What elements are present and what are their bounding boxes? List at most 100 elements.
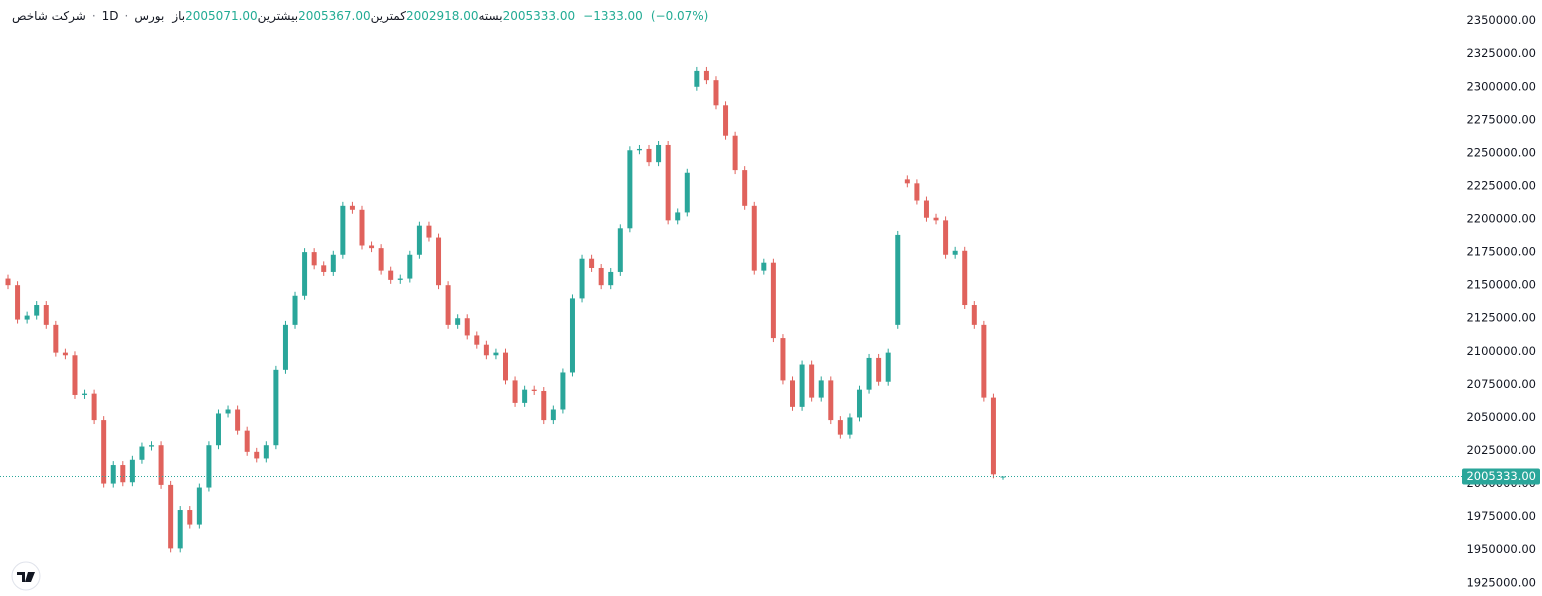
logo-mark bbox=[17, 572, 35, 582]
candle-body bbox=[5, 278, 11, 286]
candle-body bbox=[187, 510, 193, 525]
y-tick-label: 2350000.00 bbox=[1466, 13, 1536, 27]
candle-body bbox=[292, 295, 298, 325]
candle-body bbox=[282, 324, 288, 370]
candle-body bbox=[751, 205, 757, 271]
y-tick-label: 1950000.00 bbox=[1466, 542, 1536, 556]
candle-body bbox=[158, 445, 164, 485]
candle-body bbox=[512, 380, 518, 403]
y-tick-label: 2250000.00 bbox=[1466, 145, 1536, 159]
candle-body bbox=[72, 355, 78, 395]
candle-body bbox=[43, 305, 49, 325]
candle-body bbox=[244, 430, 250, 452]
candle-body bbox=[120, 465, 126, 483]
logo-circle bbox=[11, 561, 41, 591]
candle-body bbox=[589, 258, 595, 268]
candle-body bbox=[923, 200, 929, 218]
y-tick-label: 1975000.00 bbox=[1466, 509, 1536, 523]
candle-body bbox=[493, 352, 499, 356]
candle-body bbox=[416, 225, 422, 255]
candle-body bbox=[770, 262, 776, 339]
candle-body bbox=[895, 234, 901, 325]
candle-body bbox=[646, 148, 652, 163]
candle-body bbox=[359, 209, 365, 246]
close-label: بسته bbox=[478, 9, 503, 23]
open-label: باز bbox=[172, 9, 186, 23]
candle-body bbox=[62, 352, 68, 356]
candle-body bbox=[321, 265, 327, 272]
open-value: 2005071.00 bbox=[185, 9, 258, 23]
candle-body bbox=[550, 409, 556, 421]
candle-body bbox=[388, 270, 394, 280]
candle-body bbox=[455, 318, 461, 325]
candle-body bbox=[665, 144, 671, 221]
candle-body bbox=[474, 335, 480, 345]
candle-body bbox=[397, 278, 403, 280]
candle-body bbox=[149, 445, 155, 447]
close-value: 2005333.00 bbox=[502, 9, 576, 23]
candle-body bbox=[981, 324, 987, 398]
candle-body bbox=[780, 338, 786, 381]
candle-body bbox=[483, 344, 489, 356]
candle-body bbox=[971, 305, 977, 325]
candle-body bbox=[713, 80, 719, 106]
candle-body bbox=[569, 298, 575, 373]
change-percent: (−0.07%) bbox=[650, 9, 709, 23]
separator: · bbox=[124, 9, 129, 23]
candle-body bbox=[694, 70, 700, 87]
candle-body bbox=[464, 318, 470, 336]
candle-body bbox=[962, 250, 968, 306]
candle-body bbox=[684, 172, 690, 213]
candle-body bbox=[608, 271, 614, 286]
y-tick-label: 2200000.00 bbox=[1466, 212, 1536, 226]
candle-body bbox=[990, 397, 996, 475]
candle-body bbox=[742, 170, 748, 206]
candle-body bbox=[904, 179, 910, 184]
candle-body bbox=[837, 420, 843, 435]
separator: · bbox=[91, 9, 96, 23]
candle-body bbox=[522, 389, 528, 403]
high-value: 2005367.00 bbox=[298, 9, 371, 23]
candle-body bbox=[828, 380, 834, 421]
candle-body bbox=[129, 459, 135, 483]
y-tick-label: 2075000.00 bbox=[1466, 377, 1536, 391]
candle-body bbox=[914, 183, 920, 201]
candle-body bbox=[541, 390, 547, 421]
candle-body bbox=[273, 369, 279, 446]
y-tick-label: 2100000.00 bbox=[1466, 344, 1536, 358]
candle-body bbox=[818, 380, 824, 398]
y-tick-label: 2125000.00 bbox=[1466, 311, 1536, 325]
candle-body bbox=[215, 413, 221, 446]
candle-body bbox=[445, 285, 451, 325]
candle-body bbox=[15, 285, 21, 320]
y-tick-label: 1925000.00 bbox=[1466, 575, 1536, 589]
candle-body bbox=[101, 420, 107, 484]
candle-body bbox=[799, 364, 805, 407]
interval[interactable]: 1D bbox=[101, 9, 119, 23]
tv-logo[interactable] bbox=[11, 561, 41, 591]
legend-header: شرکت شاخص · 1D · بورس باز 2005071.00 بیش… bbox=[12, 9, 708, 23]
candle-body bbox=[579, 258, 585, 299]
candle-body bbox=[225, 409, 231, 414]
low-value: 2002918.00 bbox=[405, 9, 479, 23]
candle-body bbox=[627, 150, 633, 229]
candle-body bbox=[110, 465, 116, 484]
y-tick-label: 2225000.00 bbox=[1466, 178, 1536, 192]
candle-body bbox=[168, 484, 174, 549]
y-tick-label: 2325000.00 bbox=[1466, 46, 1536, 60]
candle-body bbox=[436, 237, 442, 286]
candle-body bbox=[311, 252, 317, 266]
candle-body bbox=[91, 393, 97, 421]
candle-body bbox=[675, 212, 681, 221]
candle-body bbox=[426, 225, 432, 238]
candle-body bbox=[617, 228, 623, 272]
change: −1333.00 bbox=[583, 9, 643, 23]
candle-body bbox=[560, 372, 566, 410]
candle-body bbox=[790, 380, 796, 407]
candle-body bbox=[340, 205, 346, 255]
candle-body bbox=[636, 148, 642, 151]
y-tick-label: 2175000.00 bbox=[1466, 245, 1536, 259]
candle-body bbox=[139, 446, 145, 460]
